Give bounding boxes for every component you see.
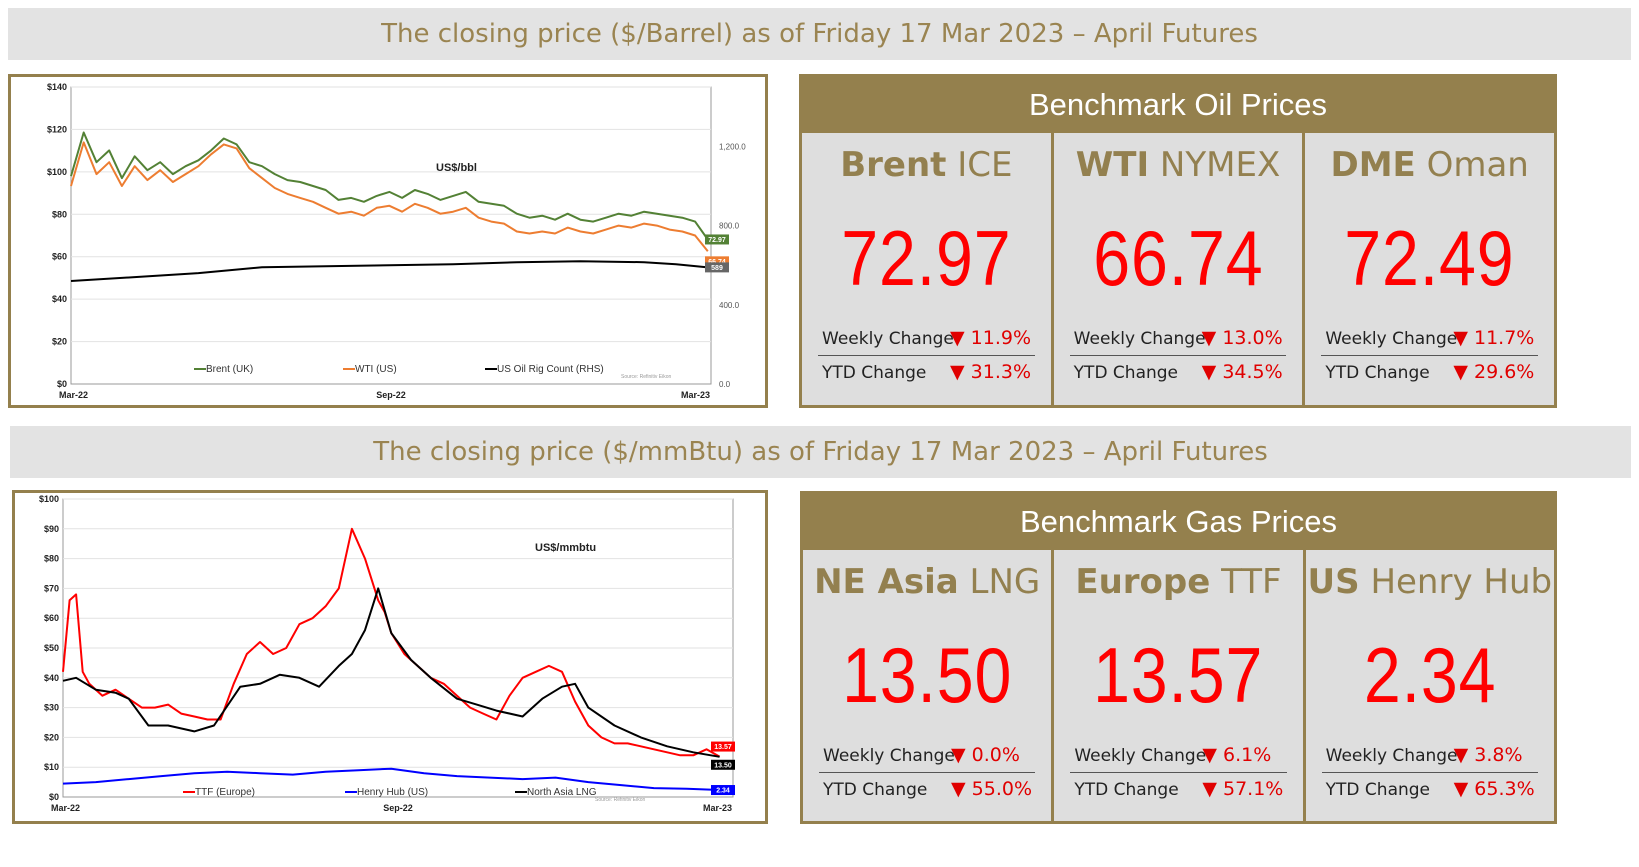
plot-area — [70, 86, 712, 385]
weekly-change-row: Weekly Change ▼ 3.8% — [1321, 740, 1538, 773]
end-value-label: 2.34 — [716, 788, 730, 795]
ytd-change-row: YTD Change ▼ 29.6% — [1325, 361, 1535, 383]
x-tick-label: Mar-22 — [51, 803, 80, 813]
ytd-change-row: YTD Change ▼ 55.0% — [823, 778, 1033, 800]
y-tick-label: $100 — [47, 167, 67, 177]
ytd-change-row: YTD Change ▼ 31.3% — [822, 361, 1032, 383]
y-tick-label: $40 — [44, 673, 59, 683]
gas-chart-frame: $0 $10 $20 $30 $40 $50 $60 $70 $80 $90 $100 Mar-22 S… — [12, 490, 768, 824]
y-tick-label: $100 — [39, 494, 59, 504]
card-brent: Brent ICE 72.97 Weekly Change ▼ 11.9% YTD… — [802, 133, 1051, 405]
card-name: Brent ICE — [840, 145, 1013, 185]
x-tick-label: Mar-23 — [703, 803, 732, 813]
y-tick-label: $120 — [47, 124, 67, 134]
card-price: 2.34 — [1363, 631, 1497, 719]
card-name: US Henry Hub — [1307, 562, 1553, 602]
card-name: Europe TTF — [1075, 562, 1282, 602]
end-value-label: 66.74 — [708, 259, 726, 266]
oil-banner: The closing price ($/Barrel) as of Frida… — [8, 8, 1631, 60]
card-price: 13.57 — [1093, 631, 1264, 719]
card-europe-ttf: Europe TTF 13.57 Weekly Change ▼ 6.1% YTD… — [1054, 550, 1303, 821]
card-price: 72.49 — [1344, 214, 1515, 302]
y-tick-label: $40 — [52, 294, 67, 304]
end-value-label: 72.97 — [708, 237, 726, 244]
y2-tick-label: 400.0 — [719, 301, 740, 310]
end-value-tag — [711, 759, 735, 770]
card-price: 13.50 — [842, 631, 1013, 719]
end-value-tag — [711, 741, 735, 752]
weekly-change-row: Weekly Change ▼ 11.9% — [818, 323, 1035, 356]
legend-label: North Asia LNG — [527, 787, 597, 798]
legend-label: WTI (US) — [355, 364, 397, 375]
oil-panel-title: Benchmark Oil Prices — [1028, 87, 1328, 122]
y-tick-label: $20 — [44, 732, 59, 742]
series-line — [70, 141, 709, 252]
legend-label: US Oil Rig Count (RHS) — [497, 364, 604, 375]
card-price: 72.97 — [841, 214, 1012, 302]
ytd-change-row: YTD Change ▼ 57.1% — [1074, 778, 1284, 800]
y-tick-label: $50 — [44, 643, 59, 653]
ytd-change-row: YTD Change ▼ 34.5% — [1073, 361, 1283, 383]
source-note: Source: Refinitiv Eikon — [595, 797, 646, 803]
y-tick-label: $80 — [52, 209, 67, 219]
end-value-label: 589 — [711, 265, 723, 272]
y2-tick-label: 0.0 — [719, 380, 731, 389]
y-tick-label: $70 — [44, 583, 59, 593]
series-line — [62, 527, 721, 758]
series-line — [62, 587, 720, 758]
end-value-tag — [705, 234, 729, 245]
y-tick-label: $80 — [44, 554, 59, 564]
unit-label: US$/mmbtu — [535, 542, 596, 554]
end-value-label: 13.50 — [714, 762, 732, 769]
weekly-change-row: Weekly Change ▼ 11.7% — [1321, 323, 1539, 356]
y-tick-label: $60 — [52, 252, 67, 262]
card-ne-asia-lng: NE Asia LNG 13.50 Weekly Change ▼ 0.0% YT… — [803, 550, 1052, 821]
x-tick-label: Mar-22 — [59, 390, 88, 400]
series-line — [62, 767, 720, 791]
unit-label: US$/bbl — [436, 162, 477, 174]
card-name: NE Asia LNG — [814, 562, 1041, 602]
gas-panel: Benchmark Gas Prices NE Asia LNG 13.50 W… — [800, 491, 1557, 824]
card-name: DME Oman — [1330, 145, 1529, 185]
end-value-tag — [705, 262, 729, 273]
source-note: Source: Refinitiv Eikon — [621, 374, 672, 380]
legend-label: TTF (Europe) — [195, 787, 255, 798]
weekly-change-row: Weekly Change ▼ 13.0% — [1069, 323, 1287, 356]
y-tick-label: $140 — [47, 82, 67, 92]
y-tick-label: $20 — [52, 337, 67, 347]
gas-price-chart: $0 $10 $20 $30 $40 $50 $60 $70 $80 $90 $100 Mar-22 S… — [39, 494, 735, 813]
series-line — [70, 260, 708, 282]
ytd-change-row: YTD Change ▼ 65.3% — [1325, 778, 1535, 800]
y2-tick-label: 1,200.0 — [719, 142, 746, 151]
end-value-tag — [711, 785, 735, 796]
card-dme-oman: DME Oman 72.49 Weekly Change ▼ 11.7% YTD … — [1305, 133, 1555, 405]
gas-panel-title: Benchmark Gas Prices — [1020, 504, 1337, 539]
y-tick-label: $10 — [44, 762, 59, 772]
weekly-change-row: Weekly Change ▼ 0.0% — [819, 740, 1036, 773]
y2-tick-label: 800.0 — [719, 222, 740, 231]
card-price: 66.74 — [1092, 214, 1264, 302]
card-wti: WTI NYMEX 66.74 Weekly Change ▼ 13.0% YTD… — [1053, 133, 1303, 405]
series-line — [70, 131, 709, 241]
end-value-label: 13.57 — [714, 744, 732, 751]
weekly-change-row: Weekly Change ▼ 6.1% — [1070, 740, 1287, 773]
legend-label: Henry Hub (US) — [357, 787, 428, 798]
x-tick-label: Sep-22 — [376, 390, 406, 400]
card-name: WTI NYMEX — [1075, 145, 1281, 185]
card-us-henry-hub: US Henry Hub 2.34 Weekly Change ▼ 3.8% YT… — [1305, 550, 1554, 821]
oil-chart-frame: $0 $20 $40 $60 $80 $100 $120 $140 0.0 400.0 800.0 1… — [8, 74, 768, 408]
y-tick-label: $60 — [44, 613, 59, 623]
y-tick-label: $0 — [49, 792, 59, 802]
y-tick-label: $0 — [57, 379, 67, 389]
y-tick-label: $30 — [44, 703, 59, 713]
x-tick-label: Sep-22 — [383, 803, 413, 813]
oil-panel: Benchmark Oil Prices Brent ICE 72.97 Wee… — [799, 74, 1557, 408]
gas-banner: The closing price ($/mmBtu) as of Friday… — [10, 426, 1631, 478]
x-tick-label: Mar-23 — [681, 390, 710, 400]
oil-price-chart: $0 $20 $40 $60 $80 $100 $120 $140 0.0 400.0 800.0 1… — [47, 82, 746, 400]
y-tick-label: $90 — [44, 524, 59, 534]
legend-label: Brent (UK) — [206, 364, 253, 375]
end-value-tag — [705, 256, 729, 267]
